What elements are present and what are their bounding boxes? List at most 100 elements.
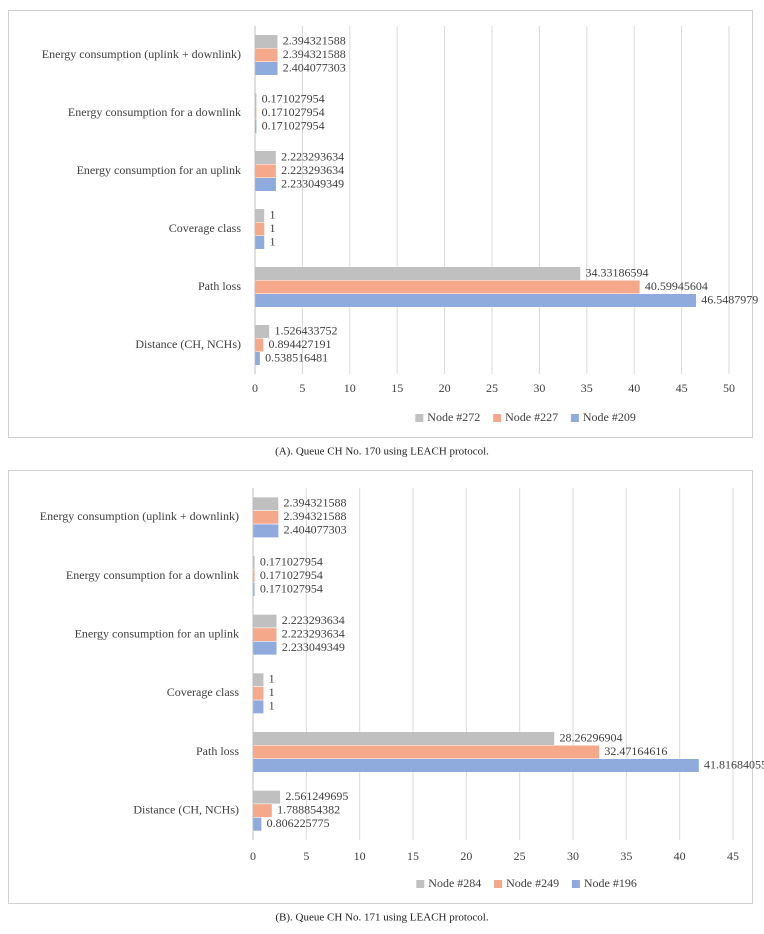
x-tick-label: 5 xyxy=(303,849,309,863)
data-label: 0.171027954 xyxy=(260,568,323,582)
x-tick-label: 30 xyxy=(567,849,579,863)
bar xyxy=(254,351,261,366)
bar xyxy=(254,266,581,281)
category-label: Energy consumption for a downlink xyxy=(68,105,241,119)
data-label: 1 xyxy=(269,221,275,235)
data-label: 0.538516481 xyxy=(265,350,328,364)
category-label: Energy consumption for an uplink xyxy=(75,626,239,640)
data-label: 2.394321588 xyxy=(283,47,346,61)
x-tick-label: 0 xyxy=(252,381,258,395)
data-label: 2.394321588 xyxy=(284,509,347,523)
legend-swatch xyxy=(493,414,502,422)
data-label: 2.404077303 xyxy=(284,523,347,537)
legend-label: Node #209 xyxy=(583,410,636,424)
data-label: 0.171027954 xyxy=(262,91,325,105)
legend-swatch xyxy=(570,414,579,422)
data-label: 28.26296904 xyxy=(559,730,622,744)
bar xyxy=(252,731,555,746)
bar xyxy=(254,222,265,236)
legend-swatch xyxy=(416,880,425,888)
data-label: 1.526433752 xyxy=(274,323,337,337)
data-label: 2.233049349 xyxy=(281,176,344,190)
data-label: 46.5487979 xyxy=(701,292,758,306)
bar xyxy=(254,177,277,192)
category-label: Distance (CH, NCHs) xyxy=(133,802,239,816)
x-tick-label: 10 xyxy=(344,381,356,395)
x-tick-label: 40 xyxy=(628,381,640,395)
legend-swatch xyxy=(571,880,580,888)
category-label: Coverage class xyxy=(167,685,240,699)
bar xyxy=(254,293,697,308)
bar xyxy=(252,745,600,759)
data-label: 34.33186594 xyxy=(585,265,648,279)
data-label: 1.788854382 xyxy=(277,802,340,816)
data-label: 0.171027954 xyxy=(260,554,323,568)
data-label: 41.81684055 xyxy=(704,757,764,771)
legend-label: Node #196 xyxy=(584,876,637,890)
bar xyxy=(252,672,264,687)
data-label: 0.171027954 xyxy=(260,581,323,595)
x-tick-label: 40 xyxy=(674,849,686,863)
bar xyxy=(254,164,277,178)
legend-swatch xyxy=(494,880,503,888)
bar xyxy=(252,758,700,773)
data-label: 0.171027954 xyxy=(262,105,325,119)
bar xyxy=(252,510,279,525)
data-label: 40.59945604 xyxy=(645,279,708,293)
data-label: 2.404077303 xyxy=(283,60,346,74)
data-label: 32.47164616 xyxy=(604,744,667,758)
caption: (B). Queue CH No. 171 using LEACH protoc… xyxy=(275,912,489,924)
category-label: Energy consumption for an uplink xyxy=(77,163,241,177)
bar xyxy=(254,235,265,250)
bar xyxy=(252,614,277,629)
data-label: 2.233049349 xyxy=(282,640,345,654)
category-label: Coverage class xyxy=(169,221,242,235)
data-label: 2.223293634 xyxy=(281,149,344,163)
x-tick-label: 0 xyxy=(250,849,256,863)
bar xyxy=(254,150,277,165)
category-label: Path loss xyxy=(198,279,241,293)
legend-swatch xyxy=(415,414,424,422)
chart-frame xyxy=(8,470,753,904)
bar xyxy=(252,496,279,511)
bar xyxy=(252,686,264,701)
bar xyxy=(254,208,265,223)
x-tick-label: 20 xyxy=(439,381,451,395)
data-label: 2.223293634 xyxy=(282,626,345,640)
x-tick-label: 25 xyxy=(486,381,498,395)
category-label: Energy consumption (uplink + downlink) xyxy=(40,509,239,523)
category-label: Energy consumption for a downlink xyxy=(66,568,239,582)
x-tick-label: 45 xyxy=(727,849,739,863)
category-label: Energy consumption (uplink + downlink) xyxy=(42,47,241,61)
x-tick-label: 30 xyxy=(533,381,545,395)
x-tick-label: 15 xyxy=(407,849,419,863)
x-tick-label: 45 xyxy=(676,381,688,395)
legend-label: Node #284 xyxy=(428,876,481,890)
bar xyxy=(252,641,278,656)
data-label: 1 xyxy=(269,207,275,221)
x-tick-label: 10 xyxy=(354,849,366,863)
x-tick-label: 50 xyxy=(723,381,735,395)
bar xyxy=(254,61,279,76)
x-tick-label: 35 xyxy=(581,381,593,395)
category-label: Distance (CH, NCHs) xyxy=(135,337,241,351)
data-label: 2.394321588 xyxy=(283,33,346,47)
legend-label: Node #227 xyxy=(505,410,558,424)
data-label: 1 xyxy=(269,234,275,248)
bar xyxy=(252,523,279,538)
x-tick-label: 5 xyxy=(299,381,305,395)
caption: (A). Queue CH No. 170 using LEACH protoc… xyxy=(275,446,489,458)
data-label: 2.394321588 xyxy=(284,496,347,510)
data-label: 2.223293634 xyxy=(282,613,345,627)
data-label: 1 xyxy=(269,699,275,713)
x-tick-label: 25 xyxy=(514,849,526,863)
bar xyxy=(254,338,264,352)
data-label: 2.561249695 xyxy=(285,789,348,803)
x-tick-label: 35 xyxy=(620,849,632,863)
data-label: 1 xyxy=(269,672,275,686)
category-label: Path loss xyxy=(196,744,239,758)
bar xyxy=(254,280,641,294)
data-label: 0.894427191 xyxy=(268,337,331,351)
bar xyxy=(254,324,270,339)
